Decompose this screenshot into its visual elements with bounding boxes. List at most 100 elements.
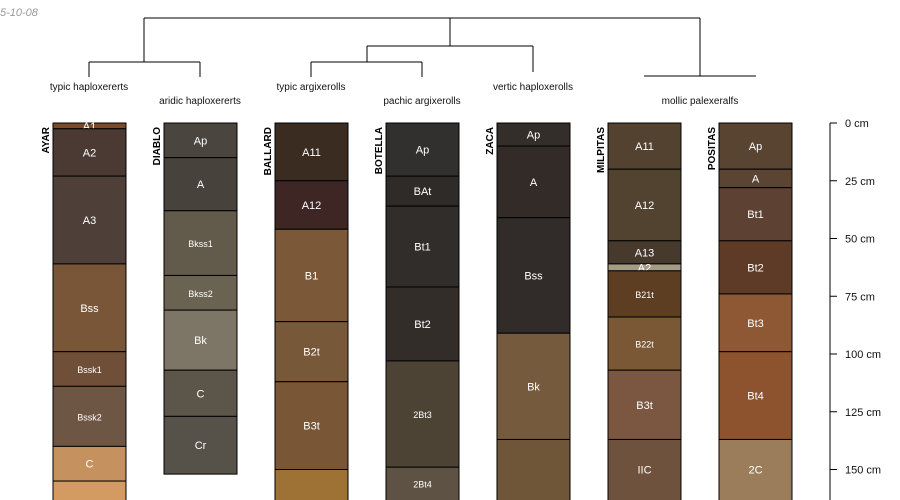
horizon-rect	[496, 217, 571, 334]
horizon-label: Bk	[527, 381, 540, 393]
horizon-label: Ap	[527, 130, 540, 142]
horizon-label: A11	[635, 141, 654, 153]
horizon-rect	[496, 438, 571, 500]
horizon-label: Ap	[416, 145, 429, 157]
horizon-label: 2Bt4	[413, 480, 432, 490]
axis-tick-label: 0 cm	[845, 118, 869, 130]
date-stamp: 5-10-08	[0, 7, 38, 19]
horizon-label: Bssk1	[77, 365, 102, 375]
horizon-label: Ap	[749, 141, 762, 153]
horizon-label: A11	[302, 147, 321, 159]
horizon-rect	[607, 122, 682, 170]
profile-ballard: A11 A12 B1 B2t B3t BALLARD	[263, 122, 349, 500]
horizon-label: B21t	[635, 290, 654, 300]
horizon-rect	[52, 175, 127, 265]
horizon-rect	[385, 122, 460, 177]
dendrogram	[88, 17, 756, 77]
horizon-label: B1	[305, 270, 318, 282]
horizon-rect	[52, 128, 127, 177]
horizon-rect	[52, 263, 127, 353]
profile-name: ZACA	[485, 127, 496, 155]
horizon-rect	[496, 145, 571, 219]
horizon-label: Ap	[194, 135, 207, 147]
depth-axis: 0 cm 25 cm 50 cm 75 cm 100 cm 125 cm 150 cm	[829, 118, 881, 500]
axis-tick-label: 25 cm	[845, 176, 875, 188]
horizon-label: Bt1	[747, 209, 764, 221]
horizon-rect	[274, 228, 349, 323]
horizon-rect	[163, 369, 238, 417]
horizon-rect	[385, 466, 460, 500]
horizon-label: Bk	[194, 335, 207, 347]
axis-tick-label: 100 cm	[845, 349, 881, 361]
horizon-label: BAt	[414, 186, 432, 198]
horizon-label: A	[752, 173, 760, 185]
profile-name: BOTELLA	[374, 127, 385, 174]
horizon-label: A	[530, 177, 538, 189]
horizon-label: B22t	[635, 340, 654, 350]
horizon-label: Bt1	[414, 242, 431, 254]
horizon-rect	[274, 381, 349, 470]
horizon-rect	[163, 210, 238, 276]
horizon-rect	[163, 415, 238, 475]
profile-name: AYAR	[41, 126, 52, 153]
taxon-label: pachic argixerolls	[383, 96, 460, 107]
horizon-label: Bt4	[747, 391, 764, 403]
horizon-rect	[607, 270, 682, 318]
axis-tick-label: 125 cm	[845, 407, 881, 419]
horizon-label: C	[197, 388, 205, 400]
horizon-rect	[274, 321, 349, 383]
axis-tick-label: 75 cm	[845, 291, 875, 303]
horizon-rect	[607, 369, 682, 440]
axis-tick-label: 150 cm	[845, 465, 881, 477]
horizon-label: Bss	[524, 270, 543, 282]
horizon-label: Bt2	[414, 319, 431, 331]
horizon-rect	[607, 438, 682, 500]
horizon-label: Bt3	[747, 318, 764, 330]
horizon-rect	[163, 157, 238, 212]
horizon-rect	[385, 360, 460, 468]
horizon-label: Bt2	[747, 262, 764, 274]
horizon-rect	[274, 180, 349, 230]
horizon-label: C	[86, 459, 94, 471]
horizon-rect	[163, 309, 238, 371]
horizon-label: A3	[83, 215, 96, 227]
horizon-rect	[52, 480, 127, 500]
horizon-label: A	[197, 179, 205, 191]
profile-zaca: Ap A Bss Bk ZACA	[485, 122, 571, 500]
horizon-rect	[163, 122, 238, 159]
horizon-rect	[385, 286, 460, 362]
horizon-rect	[385, 205, 460, 288]
horizon-label: 2C	[748, 465, 762, 477]
taxon-label: vertic haploxerolls	[493, 82, 573, 93]
horizon-label: IIC	[637, 465, 651, 477]
horizon-rect	[52, 351, 127, 387]
profile-name: POSITAS	[707, 127, 718, 170]
axis-tick-label: 50 cm	[845, 234, 875, 246]
profile-positas: Ap A Bt1 Bt2 Bt3 Bt4 2C POSITAS	[707, 122, 793, 500]
horizon-rect	[385, 175, 460, 207]
taxon-label: aridic haploxererts	[159, 96, 241, 107]
horizon-label: A13	[635, 247, 655, 259]
taxon-label: typic haploxererts	[50, 82, 128, 93]
horizon-label: Bkss2	[188, 289, 213, 299]
horizon-label: B3t	[303, 421, 320, 433]
profile-name: MILPITAS	[596, 127, 607, 173]
profile-name: BALLARD	[263, 127, 274, 175]
horizon-label: A12	[635, 200, 655, 212]
horizon-label: 2Bt3	[413, 410, 432, 420]
horizon-rect	[52, 385, 127, 447]
profile-name: DIABLO	[152, 127, 163, 166]
horizon-label: Bssk2	[77, 412, 102, 422]
horizon-label: Cr	[195, 440, 207, 452]
taxa-labels: typic haploxererts aridic haploxererts typ…	[50, 82, 739, 107]
taxon-label: mollic palexeralfs	[662, 96, 739, 107]
horizon-rect	[718, 438, 793, 500]
horizon-rect	[163, 274, 238, 311]
profile-botella: Ap BAt Bt1 Bt2 2Bt3 2Bt4 BOTELLA	[374, 122, 460, 500]
horizon-label: B2t	[303, 347, 320, 359]
profile-diablo: Ap A Bkss1 Bkss2 Bk C Cr DIABLO	[152, 122, 238, 475]
